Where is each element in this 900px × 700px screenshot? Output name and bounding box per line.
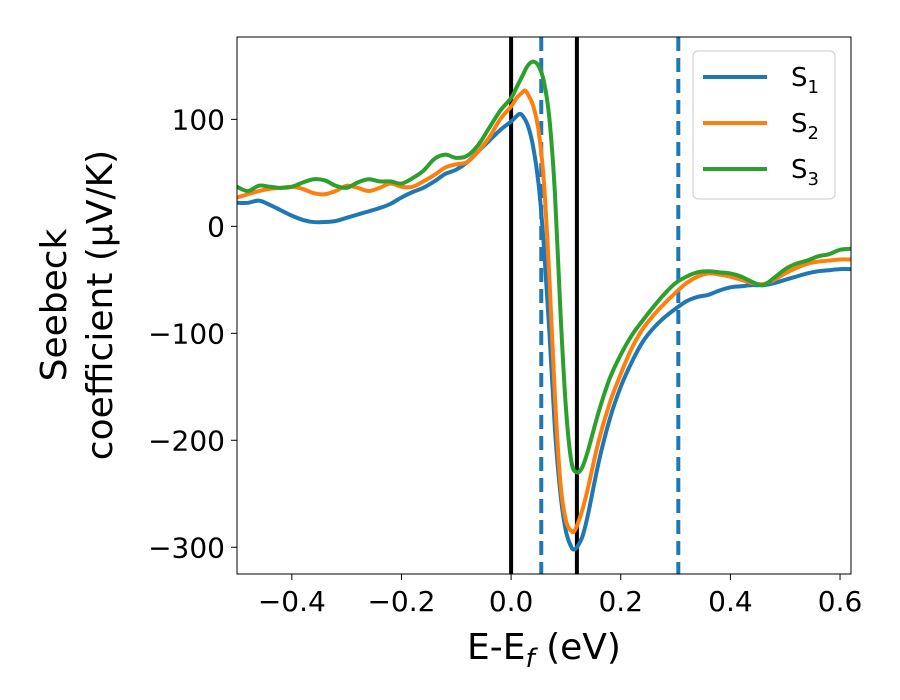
series-line-s3	[237, 59, 851, 475]
series-line-s1	[237, 111, 851, 552]
x-tick-label: 0.0	[489, 585, 534, 618]
legend-label-s1: S1	[791, 63, 819, 98]
y-tick-label: 100	[172, 103, 225, 136]
y-axis-title: Seebeck coefficient (μV/K)	[34, 150, 121, 460]
x-tick-label: 0.6	[818, 585, 863, 618]
x-tick-label: −0.2	[367, 585, 435, 618]
y-tick-label: −300	[148, 531, 225, 564]
x-axis-title: E-Ef (eV)	[467, 627, 621, 674]
legend-label-s2: S2	[791, 109, 819, 144]
x-tick-label: −0.4	[258, 585, 326, 618]
plot-frame	[236, 36, 852, 575]
x-axis-title-unit: (eV)	[535, 627, 621, 668]
series-line-s2	[237, 88, 851, 535]
y-tick-label: −100	[148, 317, 225, 350]
y-axis-title-line2: coefficient (μV/K)	[80, 150, 121, 460]
y-axis-title-line1: Seebeck	[34, 228, 75, 381]
y-axis: −300 −200 −100 0 100	[148, 103, 237, 564]
series-layer	[237, 59, 851, 552]
legend: S1 S2 S3	[692, 50, 836, 200]
x-tick-label: 0.4	[708, 585, 753, 618]
legend-label-s3: S3	[791, 155, 819, 190]
x-axis: −0.4 −0.2 0.0 0.2 0.4 0.6	[258, 574, 862, 618]
y-tick-label: 0	[207, 210, 225, 243]
x-tick-label: 0.2	[598, 585, 643, 618]
reference-lines	[509, 37, 681, 574]
y-tick-label: −200	[148, 424, 225, 457]
